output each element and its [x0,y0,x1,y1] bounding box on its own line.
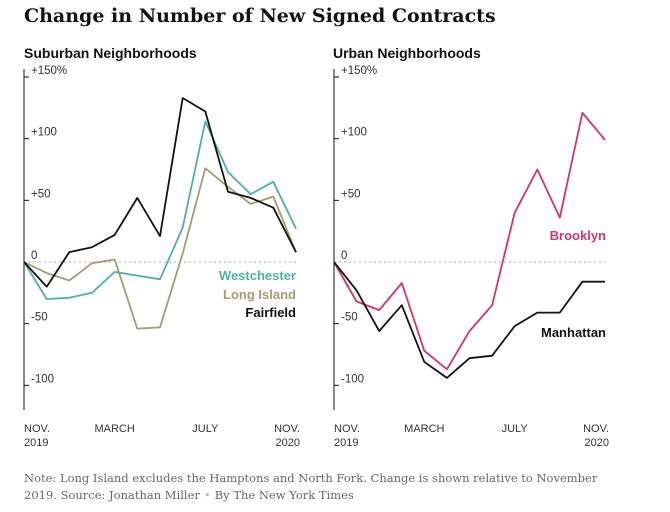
urban-xtick-label: 2020 [585,437,609,449]
separator-dot: • [203,488,211,502]
suburban-ytick-label: +50 [31,188,51,200]
brooklyn-line [333,111,606,371]
suburban-panel-title: Suburban Neighborhoods [24,45,197,61]
urban-xtick-label: MARCH [404,423,444,435]
urban-panel-title: Urban Neighborhoods [333,45,481,61]
westchester-label: Westchester [219,268,296,283]
suburban-xtick-label: NOV. [274,423,300,435]
urban-ytick-label: +150% [341,65,377,77]
long-island-line [23,167,297,330]
footnote: Note: Long Island excludes the Hamptons … [24,470,624,504]
suburban-xtick-label: 2020 [276,437,300,449]
suburban-xtick-label: JULY [192,423,219,435]
westchester-line [23,120,297,300]
suburban-ytick-label: -50 [31,312,48,324]
credit-text: By The New York Times [214,488,354,502]
suburban-ytick-label: 0 [31,250,37,262]
manhattan-line [333,261,605,379]
note-text: Note: Long Island excludes the Hamptons … [24,471,598,502]
manhattan-label: Manhattan [541,325,606,340]
suburban-ytick-label: +150% [31,65,67,77]
urban-xtick-label: NOV. [583,423,609,435]
suburban-xtick-label: NOV. [24,423,50,435]
suburban-ytick-label: -100 [31,373,54,385]
urban-ytick-label: +50 [341,188,361,200]
fairfield-label: Fairfield [245,305,296,320]
urban-xtick-label: JULY [502,423,529,435]
suburban-xtick-label: 2019 [24,437,48,449]
urban-xtick-label: NOV. [334,423,360,435]
long-island-label: Long Island [223,287,296,302]
urban-ytick-label: -50 [341,312,358,324]
urban-xtick-label: 2019 [334,437,358,449]
urban-ytick-label: 0 [341,250,347,262]
suburban-xtick-label: MARCH [94,423,134,435]
brooklyn-label: Brooklyn [550,228,606,243]
urban-ytick-label: -100 [341,373,364,385]
fairfield-line [23,97,297,288]
page-title: Change in Number of New Signed Contracts [24,5,496,27]
suburban-ytick-label: +100 [31,127,57,139]
urban-ytick-label: +100 [341,127,367,139]
